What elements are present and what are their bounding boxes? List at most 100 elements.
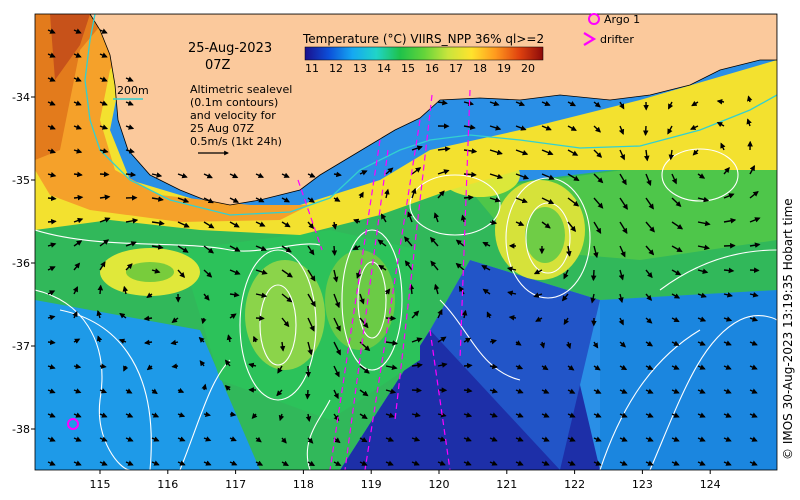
- altimetry-note-line: 25 Aug 07Z: [190, 122, 254, 135]
- velocity-arrow: [359, 365, 370, 374]
- velocity-arrow: [411, 310, 420, 319]
- velocity-arrow: [723, 340, 732, 346]
- latitude-axis: -34 -35 -36 -37 -38: [12, 91, 35, 436]
- velocity-arrow: [73, 124, 82, 130]
- velocity-arrow: [642, 125, 649, 137]
- velocity-arrow: [125, 412, 134, 418]
- velocity-arrow: [489, 149, 503, 156]
- altimetry-note-line: and velocity for: [190, 109, 276, 122]
- velocity-arrow: [99, 217, 111, 223]
- velocity-arrow: [691, 100, 699, 107]
- velocity-arrow: [411, 167, 422, 175]
- velocity-arrow: [411, 412, 421, 418]
- velocity-arrow: [333, 317, 341, 332]
- velocity-arrow: [99, 239, 110, 247]
- velocity-arrow: [489, 197, 501, 203]
- velocity-arrow: [515, 197, 528, 204]
- velocity-arrow: [541, 149, 554, 156]
- velocity-arrow: [281, 293, 293, 303]
- velocity-arrow: [749, 292, 759, 298]
- velocity-arrow: [125, 100, 134, 106]
- velocity-arrow: [463, 100, 474, 106]
- velocity-arrow: [749, 460, 758, 466]
- colorbar-tick-label: 18: [473, 62, 487, 75]
- velocity-arrow: [749, 165, 756, 175]
- velocity-arrow: [489, 363, 498, 370]
- colorbar-tick-label: 13: [353, 62, 367, 75]
- velocity-arrow: [255, 197, 265, 203]
- velocity-arrow: [749, 436, 758, 442]
- velocity-arrow: [281, 197, 290, 203]
- velocity-arrow: [746, 118, 752, 127]
- colorbar-tick-label: 16: [425, 62, 439, 75]
- velocity-arrow: [567, 412, 576, 418]
- velocity-arrow: [177, 387, 185, 394]
- velocity-arrow: [697, 364, 706, 370]
- velocity-arrow: [99, 194, 111, 201]
- velocity-arrow: [671, 460, 680, 466]
- velocity-arrow: [99, 171, 110, 178]
- velocity-arrow: [645, 269, 653, 279]
- velocity-arrow: [697, 292, 707, 298]
- velocity-arrow: [307, 293, 316, 308]
- velocity-arrow: [224, 359, 231, 367]
- velocity-arrow: [201, 383, 207, 391]
- velocity-arrow: [567, 221, 577, 232]
- velocity-arrow: [463, 460, 472, 466]
- longitude-tick-label: 124: [700, 478, 721, 491]
- velocity-arrow: [723, 460, 732, 466]
- latitude-tick-label: -35: [12, 174, 30, 187]
- velocity-arrow: [255, 436, 262, 443]
- velocity-arrow: [619, 436, 628, 442]
- velocity-arrow: [143, 315, 153, 322]
- velocity-arrow: [333, 171, 342, 178]
- velocity-arrow: [566, 245, 572, 257]
- velocity-arrow: [358, 191, 364, 199]
- velocity-arrow: [506, 266, 517, 272]
- altimetry-note-line: Altimetric sealevel: [190, 83, 292, 96]
- velocity-arrow: [667, 125, 673, 135]
- velocity-arrow: [508, 314, 517, 321]
- velocity-arrow: [671, 340, 680, 346]
- velocity-arrow: [47, 436, 56, 442]
- velocity-arrow: [203, 221, 215, 229]
- velocity-arrow: [723, 267, 735, 274]
- velocity-arrow: [671, 197, 682, 207]
- velocity-arrow: [125, 218, 139, 224]
- longitude-tick-label: 118: [293, 478, 314, 491]
- velocity-arrow: [305, 365, 312, 378]
- velocity-arrow: [671, 293, 681, 299]
- velocity-arrow: [463, 436, 472, 442]
- velocity-arrow: [198, 336, 205, 343]
- land: [89, 14, 777, 206]
- velocity-arrow: [541, 436, 550, 442]
- velocity-arrow: [332, 269, 339, 283]
- velocity-arrow: [73, 262, 81, 271]
- velocity-arrow: [671, 269, 682, 276]
- velocity-arrow: [590, 293, 596, 304]
- velocity-arrow: [203, 293, 210, 301]
- velocity-arrow: [567, 388, 576, 394]
- velocity-arrow: [73, 148, 83, 154]
- velocity-arrow: [73, 388, 82, 394]
- velocity-arrow: [697, 340, 706, 346]
- velocity-arrow: [359, 170, 368, 176]
- altimetry-note: Altimetric sealevel(0.1m contours)and ve…: [190, 83, 292, 148]
- velocity-arrow: [118, 338, 127, 344]
- velocity-arrow: [565, 341, 572, 350]
- velocity-arrow: [385, 364, 398, 371]
- velocity-arrow: [515, 364, 524, 370]
- velocity-arrow: [359, 317, 369, 329]
- velocity-arrow: [255, 245, 267, 251]
- velocity-arrow: [201, 317, 207, 325]
- velocity-arrow: [429, 236, 439, 247]
- velocity-arrow: [515, 388, 524, 394]
- velocity-arrow: [281, 221, 291, 228]
- velocity-arrow: [593, 245, 599, 259]
- velocity-arrow: [749, 388, 758, 394]
- velocity-arrow: [561, 293, 569, 302]
- velocity-arrow: [515, 220, 525, 226]
- map-frame: [34, 13, 778, 471]
- velocity-arrow: [384, 188, 390, 199]
- velocity-arrow: [353, 218, 361, 225]
